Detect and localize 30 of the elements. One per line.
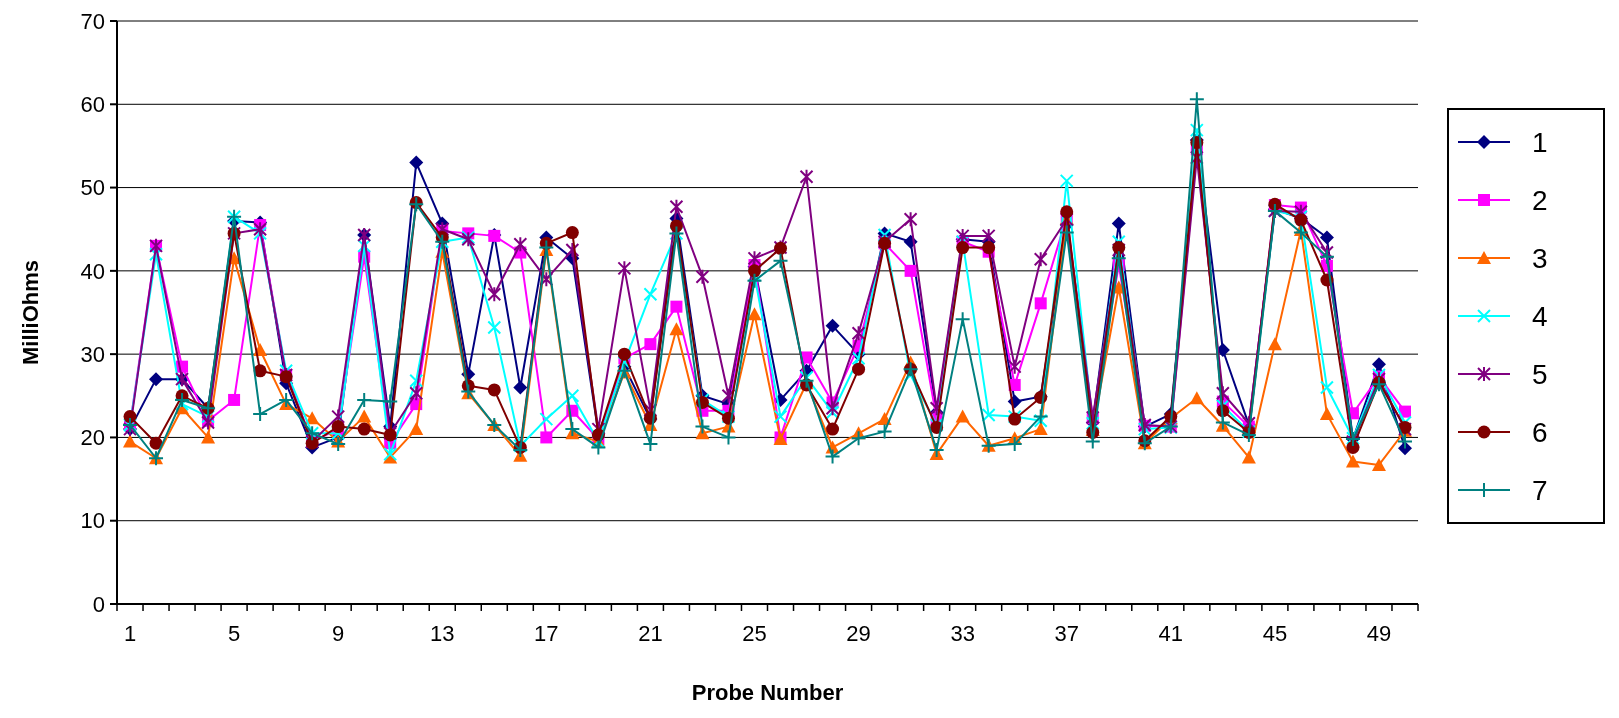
x-tick-label: 17 [534,621,559,646]
x-tick-label: 49 [1366,621,1392,646]
x-tick-label: 29 [846,621,871,646]
y-tick-label: 10 [80,508,105,534]
x-tick-label: 1 [123,621,137,646]
y-tick-label: 70 [80,8,105,34]
y-tick-label: 20 [80,425,105,451]
x-tick-label: 9 [332,621,345,646]
x-tick-label: 41 [1158,621,1184,646]
y-tick-label: 50 [80,175,105,201]
y-tick-label: 0 [92,591,105,617]
y-axis-title: MilliOhms [18,259,43,366]
x-tick-label: 37 [1054,621,1079,646]
legend-label: 7 [1532,474,1548,506]
x-tick-label: 25 [742,621,767,646]
x-tick-label: 21 [638,621,663,646]
y-tick-label: 40 [80,258,105,284]
legend-label: 6 [1532,416,1548,448]
legend-label: 3 [1532,242,1548,274]
legend-label: 5 [1532,358,1548,390]
y-tick-label: 30 [80,341,105,367]
legend-label: 4 [1532,300,1548,332]
legend-label: 2 [1532,184,1548,216]
x-tick-label: 45 [1262,621,1288,646]
x-tick-label: 5 [227,621,241,646]
x-tick-label: 33 [950,621,975,646]
x-tick-label: 13 [430,621,455,646]
y-tick-label: 60 [80,91,105,117]
x-axis-title: Probe Number [691,680,844,705]
legend-label: 1 [1532,126,1548,158]
